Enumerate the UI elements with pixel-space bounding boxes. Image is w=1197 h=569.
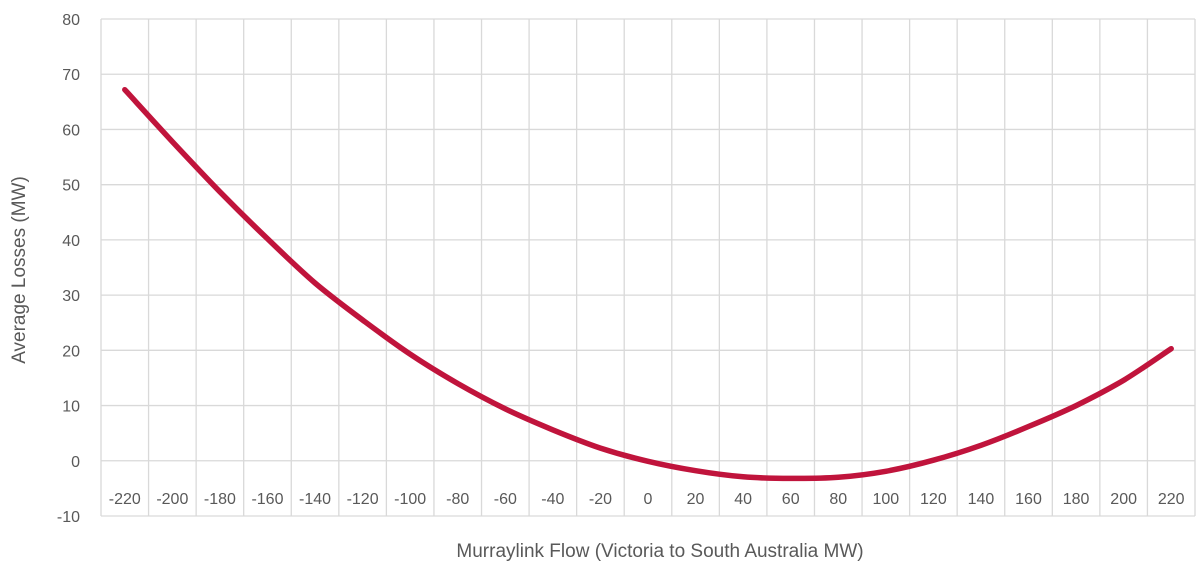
x-tick-label: -100	[394, 491, 426, 508]
y-tick-label: 60	[62, 122, 80, 139]
x-tick-label: -200	[156, 491, 188, 508]
x-tick-label: -220	[109, 491, 141, 508]
x-axis-ticks: -220 -200 -180 -160 -140 -120 -100 -80 -60 -40 -20…	[109, 491, 1185, 508]
x-tick-label: -180	[204, 491, 236, 508]
x-tick-label: 80	[829, 491, 847, 508]
x-tick-label: 0	[644, 491, 653, 508]
y-tick-label: 10	[62, 399, 80, 416]
x-tick-label: 160	[1015, 491, 1042, 508]
x-tick-label: -120	[347, 491, 379, 508]
x-tick-label: 20	[687, 491, 705, 508]
y-tick-label: 40	[62, 233, 80, 250]
x-tick-label: 220	[1158, 491, 1185, 508]
x-tick-label: 60	[782, 491, 800, 508]
y-tick-label: 50	[62, 178, 80, 195]
y-axis-ticks: 80 70 60 50 40 30 20 10 0 -10	[57, 12, 80, 526]
gridlines	[100, 18, 1196, 517]
x-tick-label: -80	[446, 491, 469, 508]
y-axis-title: Average Losses (MW)	[9, 176, 30, 364]
x-tick-label: -40	[541, 491, 564, 508]
x-tick-label: -20	[589, 491, 612, 508]
y-tick-label: 20	[62, 343, 80, 360]
y-tick-label: 80	[62, 12, 80, 29]
x-tick-label: 100	[872, 491, 899, 508]
x-tick-label: -160	[251, 491, 283, 508]
y-tick-label: 0	[71, 454, 80, 471]
x-tick-label: -60	[494, 491, 517, 508]
x-tick-label: 40	[734, 491, 752, 508]
x-axis-title: Murraylink Flow (Victoria to South Austr…	[456, 541, 863, 562]
y-tick-label: 30	[62, 288, 80, 305]
y-tick-label: -10	[57, 509, 80, 526]
x-tick-label: 200	[1110, 491, 1137, 508]
series-line	[122, 86, 1174, 482]
x-tick-label: 180	[1063, 491, 1090, 508]
x-tick-label: -140	[299, 491, 331, 508]
y-tick-label: 70	[62, 67, 80, 84]
series-layer	[122, 86, 1174, 482]
x-tick-label: 140	[968, 491, 995, 508]
x-tick-label: 120	[920, 491, 947, 508]
